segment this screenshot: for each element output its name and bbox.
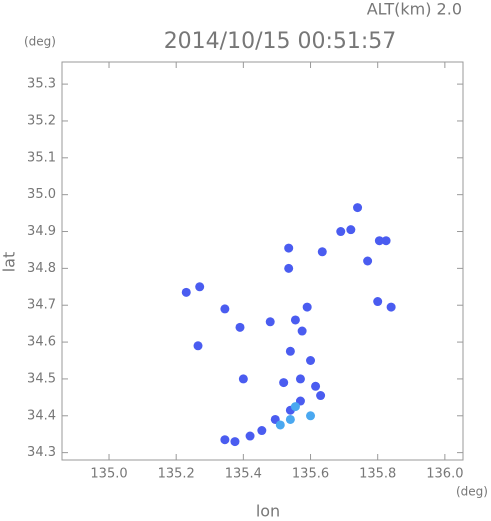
echo-point: [285, 414, 295, 424]
echo-point: [257, 426, 267, 436]
y-tick-label: 34.5: [27, 371, 56, 386]
x-axis-label: lon: [256, 502, 280, 521]
echo-point: [181, 287, 191, 297]
echo-point: [306, 356, 316, 365]
echo-point: [302, 302, 312, 312]
x-tick-label: 135.4: [225, 467, 262, 482]
y-tick-label: 34.6: [27, 335, 56, 350]
echo-point: [353, 203, 363, 213]
x-tick-label: 136.0: [426, 467, 463, 482]
x-tick-label: 135.6: [292, 467, 329, 482]
echo-point: [193, 341, 203, 351]
echo-point: [297, 326, 307, 336]
echo-point: [284, 243, 294, 253]
echo-point: [195, 282, 205, 292]
echo-point: [230, 437, 240, 447]
y-unit: (deg): [24, 35, 56, 49]
echo-point: [316, 391, 326, 401]
y-tick-label: 34.3: [27, 445, 56, 460]
y-tick-label: 35.1: [27, 150, 56, 165]
y-tick-label: 35.3: [27, 77, 56, 92]
echo-point: [290, 402, 300, 412]
y-tick-label: 34.9: [27, 224, 56, 239]
x-unit: (deg): [456, 485, 488, 499]
chart-title: 2014/10/15 00:51:57: [164, 29, 397, 54]
x-tick-label: 135.2: [158, 467, 195, 482]
x-tick-label: 135.0: [90, 467, 127, 482]
y-tick-label: 34.4: [27, 408, 56, 423]
y-axis-label: lat: [0, 252, 19, 273]
y-tick-label: 35.0: [27, 187, 56, 202]
echo-point: [245, 431, 255, 441]
echo-point: [265, 317, 275, 327]
y-tick-label: 34.8: [27, 261, 56, 276]
echo-point: [381, 236, 391, 246]
echo-point: [275, 420, 285, 430]
echo-point: [220, 304, 230, 314]
echo-point: [311, 381, 321, 391]
echo-point: [386, 302, 396, 312]
echo-point: [373, 297, 383, 307]
echo-point: [279, 378, 289, 388]
echo-point: [317, 247, 327, 257]
y-tick-label: 34.7: [27, 298, 56, 313]
altitude-label: ALT(km) 2.0: [367, 0, 462, 19]
echo-point: [306, 411, 316, 421]
echo-point: [346, 225, 356, 235]
x-tick-label: 135.8: [359, 467, 396, 482]
echo-point: [238, 374, 248, 384]
echo-point: [220, 435, 230, 445]
echo-point: [374, 236, 384, 246]
echo-point: [235, 322, 245, 332]
echo-point: [284, 263, 294, 273]
y-tick-label: 35.2: [27, 113, 56, 128]
plot-frame: [61, 61, 464, 461]
echo-point: [285, 346, 295, 356]
echo-point: [363, 256, 373, 266]
echo-point: [295, 374, 305, 384]
echo-point: [290, 315, 300, 325]
echo-point: [336, 227, 346, 237]
